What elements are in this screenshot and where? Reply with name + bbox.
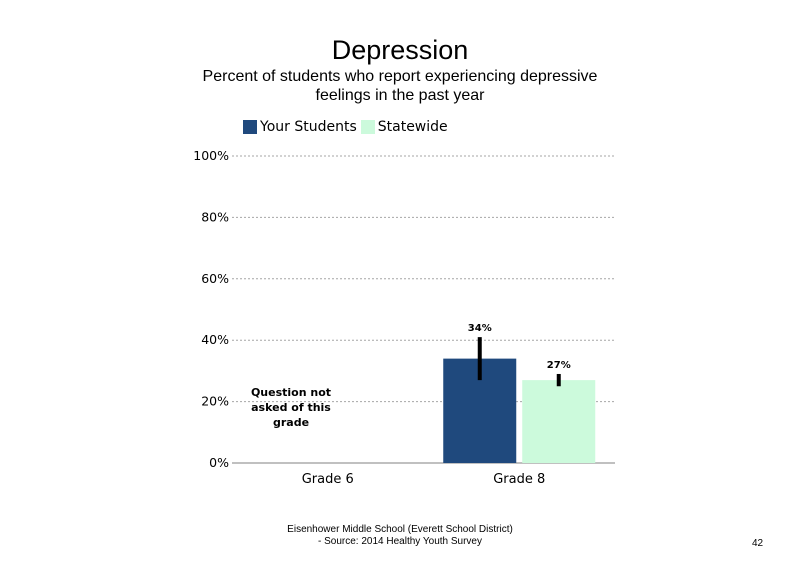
y-tick-label: 100% (193, 148, 229, 163)
y-tick-label: 40% (201, 332, 229, 347)
bar (522, 380, 596, 463)
legend-item-your-students: Your Students (243, 119, 357, 135)
footer: Eisenhower Middle School (Everett School… (250, 524, 550, 548)
chart-title: Depression (331, 35, 469, 65)
x-category-label: Grade 6 (302, 472, 354, 487)
data-label: 34% (468, 323, 492, 334)
y-tick-label: 80% (201, 209, 229, 224)
legend-swatch-statewide (360, 120, 375, 134)
y-tick-label: 20% (201, 394, 229, 409)
x-category-label: Grade 8 (493, 472, 545, 487)
y-tick-label: 0% (209, 455, 229, 470)
footer-school: Eisenhower Middle School (Everett School… (287, 524, 513, 535)
footer-source: - Source: 2014 Healthy Youth Survey (318, 536, 482, 547)
y-tick-label: 60% (201, 271, 229, 286)
legend-swatch-your-students (243, 120, 257, 134)
data-label: 27% (547, 360, 571, 371)
page-number: 42 (752, 538, 764, 549)
legend-label-your-students: Your Students (260, 119, 357, 135)
legend: Your Students Statewide (243, 119, 452, 135)
legend-label-statewide: Statewide (377, 119, 448, 135)
not-asked-note: Question not asked of this grade (250, 386, 332, 429)
chart-subtitle: Percent of students who report experienc… (202, 68, 598, 104)
legend-item-statewide: Statewide (360, 119, 448, 135)
